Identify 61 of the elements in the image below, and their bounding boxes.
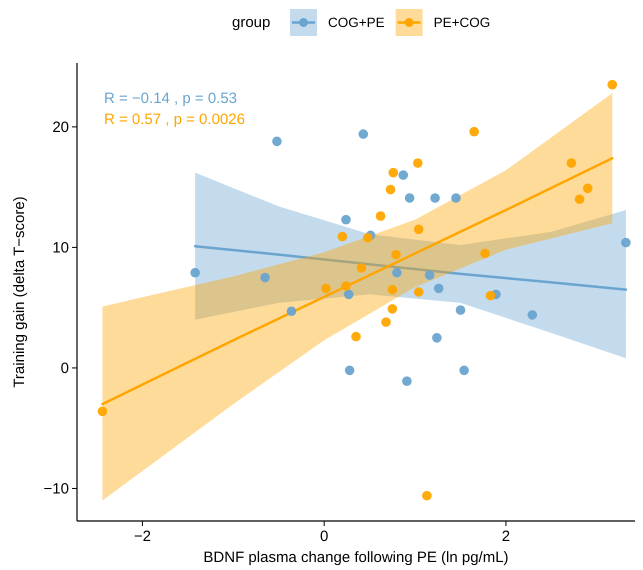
point bbox=[451, 193, 461, 203]
point bbox=[344, 366, 354, 376]
point bbox=[528, 310, 538, 320]
point bbox=[621, 238, 631, 248]
point bbox=[424, 270, 434, 280]
point bbox=[321, 284, 331, 294]
point bbox=[404, 193, 414, 203]
point bbox=[430, 193, 440, 203]
point bbox=[341, 281, 351, 291]
point bbox=[459, 366, 469, 376]
annotation: R = 0.57 , p = 0.0026 bbox=[104, 111, 245, 128]
point bbox=[381, 317, 391, 327]
line-series bbox=[194, 244, 628, 291]
point bbox=[422, 490, 432, 500]
point bbox=[414, 287, 424, 297]
point bbox=[432, 333, 442, 343]
point bbox=[456, 305, 466, 315]
point bbox=[434, 284, 444, 294]
point bbox=[392, 268, 402, 278]
point bbox=[363, 232, 373, 243]
x-tick-label: 2 bbox=[502, 528, 510, 545]
point bbox=[388, 284, 398, 294]
point bbox=[388, 304, 398, 314]
point bbox=[391, 250, 401, 260]
point bbox=[388, 168, 398, 178]
point bbox=[566, 158, 576, 168]
y-tick-label: 10 bbox=[52, 239, 69, 256]
point bbox=[398, 170, 408, 180]
point bbox=[351, 332, 361, 342]
x-axis-title: BDNF plasma change following PE (ln pg/mL) bbox=[203, 549, 509, 566]
legend-title: group bbox=[232, 14, 270, 31]
point bbox=[413, 158, 423, 168]
point bbox=[190, 268, 200, 278]
point bbox=[358, 129, 368, 139]
point bbox=[260, 272, 270, 282]
point bbox=[286, 306, 296, 316]
point bbox=[486, 290, 496, 300]
point bbox=[582, 184, 593, 194]
point bbox=[386, 184, 396, 194]
point bbox=[341, 214, 351, 224]
point bbox=[376, 211, 386, 221]
point bbox=[344, 290, 354, 300]
legend-label: PE+COG bbox=[434, 15, 490, 30]
point bbox=[272, 136, 282, 146]
point bbox=[338, 232, 348, 242]
annotation: R = −0.14 , p = 0.53 bbox=[104, 90, 238, 107]
point bbox=[356, 263, 366, 273]
y-axis-title: Training gain (delta T−score) bbox=[11, 196, 28, 388]
point bbox=[480, 248, 490, 258]
point bbox=[574, 194, 584, 204]
point bbox=[414, 224, 424, 234]
y-tick-label: 0 bbox=[60, 360, 69, 377]
point bbox=[98, 406, 108, 416]
point bbox=[607, 80, 618, 90]
legend-label: COG+PE bbox=[328, 15, 385, 30]
x-tick-label: −2 bbox=[134, 528, 151, 545]
y-tick-label: −10 bbox=[44, 480, 69, 498]
x-tick-label: 0 bbox=[320, 528, 328, 545]
point bbox=[402, 376, 412, 386]
point bbox=[469, 126, 479, 136]
y-tick-label: 20 bbox=[52, 118, 69, 136]
